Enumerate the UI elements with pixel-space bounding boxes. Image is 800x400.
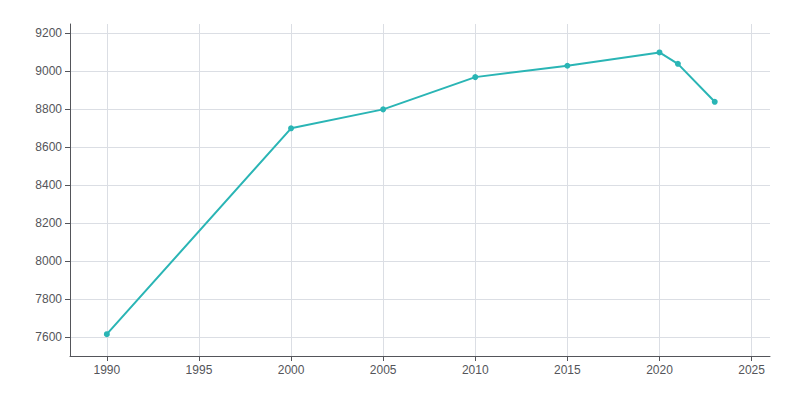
svg-text:2025: 2025 [738, 363, 765, 377]
svg-text:8800: 8800 [35, 102, 62, 116]
svg-text:2005: 2005 [370, 363, 397, 377]
svg-text:2020: 2020 [646, 363, 673, 377]
svg-text:1990: 1990 [93, 363, 120, 377]
svg-text:8400: 8400 [35, 178, 62, 192]
svg-text:7600: 7600 [35, 330, 62, 344]
svg-text:8200: 8200 [35, 216, 62, 230]
svg-text:2010: 2010 [462, 363, 489, 377]
svg-text:9000: 9000 [35, 64, 62, 78]
svg-text:8000: 8000 [35, 254, 62, 268]
svg-text:7800: 7800 [35, 292, 62, 306]
svg-text:1995: 1995 [186, 363, 213, 377]
svg-text:9200: 9200 [35, 26, 62, 40]
svg-text:2000: 2000 [278, 363, 305, 377]
svg-text:2015: 2015 [554, 363, 581, 377]
svg-text:8600: 8600 [35, 140, 62, 154]
